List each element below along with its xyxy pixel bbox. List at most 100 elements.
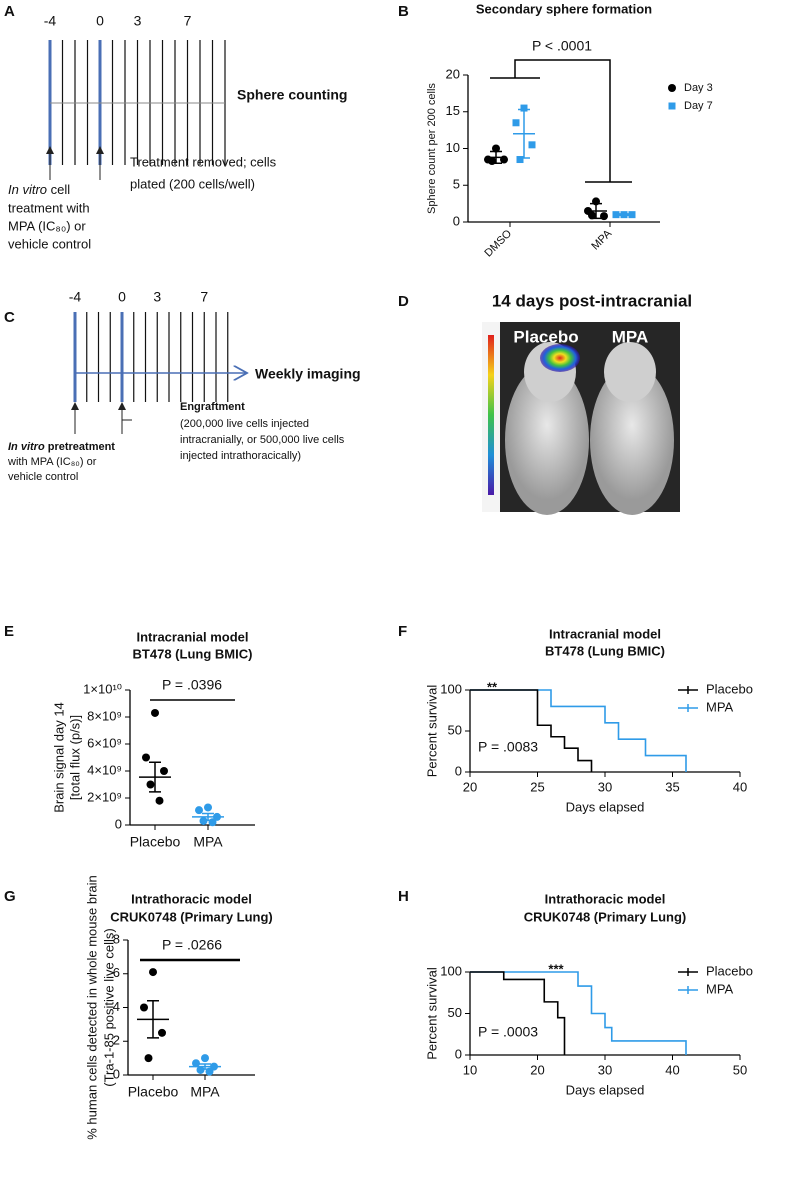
image-label: MPA [612,327,649,346]
x-tick-label: Placebo [130,834,181,850]
point [196,1065,205,1074]
y-axis-label: Sphere count per 200 cells [426,83,438,214]
legend-marker [678,968,698,976]
significance: ** [487,679,498,694]
y-tick-label: 5 [453,177,460,192]
y-axis-label: Brain signal day 14 [51,702,66,813]
x-tick-label: MPA [190,1084,220,1100]
point [142,753,150,762]
error-bar [590,202,602,220]
x-tick-label: 50 [733,1062,747,1077]
point [140,1003,148,1012]
y-tick-label: 6×10⁹ [87,735,122,750]
chart-subtitle: CRUK0748 (Primary Lung) [524,909,687,924]
annotation: P = .0083 [478,739,538,755]
colorbar [488,335,494,495]
x-tick-label: 10 [463,1062,477,1077]
point [149,968,157,977]
legend-label: Placebo [706,963,753,978]
note-lead: In vitro [8,441,45,453]
timeline-tick: 7 [200,289,208,305]
timeline-tick: -4 [44,13,57,29]
bracket [490,59,632,183]
point [588,211,596,220]
legend-marker [668,102,676,110]
y-tick-label: 4×10⁹ [87,762,122,777]
note-title: Engraftment [180,401,245,413]
point [528,141,536,149]
x-tick-label: 30 [598,779,612,794]
point [158,1028,166,1037]
legend-label: Day 7 [684,100,713,112]
note-line: treatment with [8,200,90,215]
legend-marker [678,986,698,994]
error-bar [202,812,214,822]
y-tick-label: 50 [448,722,462,737]
x-tick-label: MPA [193,834,223,850]
note-line: In vitro pretreatment [8,441,115,453]
legend-marker [678,704,698,712]
panel-label: G [4,888,16,905]
y-tick-label: 8×10⁹ [87,708,122,723]
y-tick-label: 0 [455,1046,462,1061]
panel-label: B [398,3,409,20]
note-line: vehicle control [8,471,78,483]
point [195,806,203,815]
survival-line [470,971,566,1055]
note-line: vehicle control [8,236,91,251]
x-tick-label: 40 [665,1062,679,1077]
y-tick-label: 100 [440,681,462,696]
point [192,1059,200,1068]
legend-label: MPA [706,981,734,996]
y-tick-label: 1×10¹⁰ [83,681,122,696]
point [520,104,528,112]
y-tick-label: 100 [440,963,462,978]
note-text: pretreatment [45,441,116,453]
survival-line [470,689,687,772]
point [155,796,164,805]
y-tick-label: 8 [113,931,120,946]
note-text: cell [47,182,70,197]
note-line: with MPA (IC₈₀) or [7,456,97,468]
point [146,780,155,789]
x-tick-label: 35 [665,779,679,794]
y-tick-label: 0 [455,763,462,778]
chart-title: Intrathoracic model [131,891,252,906]
panel-label: D [398,293,409,310]
x-tick-label: 30 [598,1062,612,1077]
panel-label: E [4,623,14,640]
y-axis-label: Percent survival [424,967,439,1060]
chart-title: Intrathoracic model [545,891,666,906]
legend-marker [668,84,676,92]
mouse-head [604,342,656,402]
point [201,1054,209,1063]
timeline-tick: 3 [153,289,161,305]
chart-subtitle: BT478 (Lung BMIC) [545,643,665,658]
error-bar [147,1000,159,1039]
x-tick-label: MPA [589,227,614,252]
y-axis-label: (Tra-1-85 positive live cells) [101,928,116,1086]
x-tick-label: 20 [463,779,477,794]
signal [540,344,580,372]
note-line: plated (200 cells/well) [130,176,255,191]
note-lead: In vitro [8,182,47,197]
point [516,156,524,164]
timeline-tick: 0 [96,13,104,29]
y-tick-label: 2 [113,1033,120,1048]
y-tick-label: 0 [113,1066,120,1081]
timeline-tick: 3 [134,13,142,29]
point [492,144,500,153]
y-axis-label: % human cells detected in whole mouse br… [84,875,99,1139]
legend-marker [678,686,698,694]
y-axis-label: Percent survival [424,685,439,778]
x-axis-label: Days elapsed [566,799,645,814]
y-tick-label: 0 [453,213,460,228]
image-label: Placebo [513,327,578,346]
x-tick-label: 20 [530,1062,544,1077]
connector [121,412,132,421]
y-tick-label: 10 [446,140,460,155]
y-tick-label: 4 [113,999,120,1014]
point [204,803,212,812]
end-label: Sphere counting [237,87,347,103]
